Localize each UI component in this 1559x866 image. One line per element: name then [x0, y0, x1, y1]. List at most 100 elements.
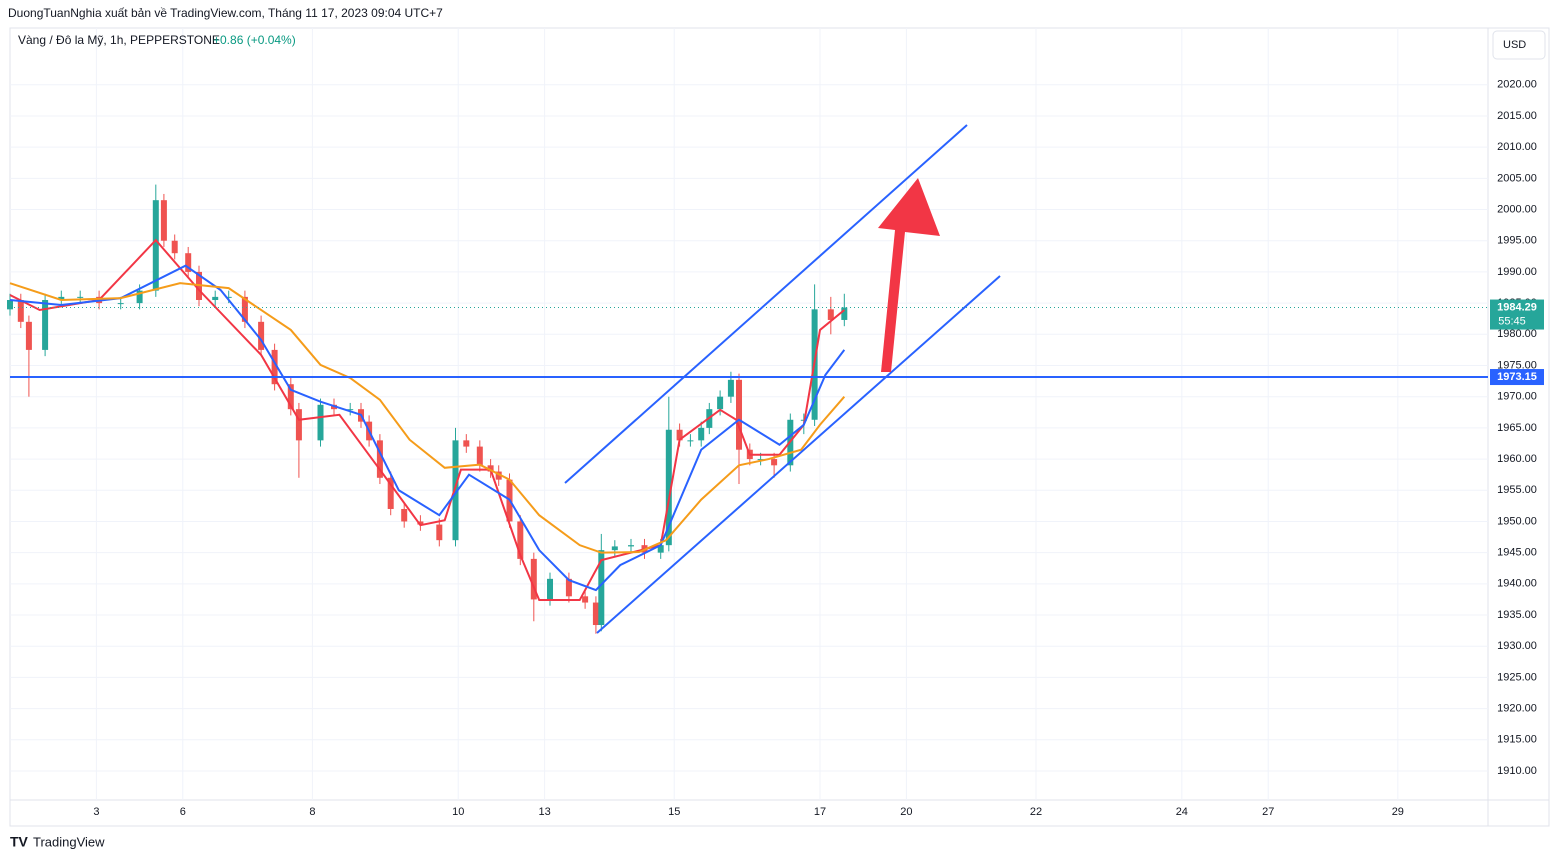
candle-body [517, 521, 524, 559]
candle-body [77, 296, 84, 298]
trend-line [596, 275, 1001, 634]
candle-body [736, 379, 743, 450]
candle-body [530, 558, 537, 600]
y-tick-label: 1935.00 [1497, 609, 1537, 621]
candle-body [698, 427, 705, 441]
candle-body [376, 440, 383, 478]
x-tick-label: 3 [93, 806, 99, 818]
candle-body [185, 253, 192, 272]
candle-body [401, 508, 408, 522]
y-tick-label: 1965.00 [1497, 422, 1537, 434]
y-tick-label: 2015.00 [1497, 110, 1537, 122]
y-tick-label: 2010.00 [1497, 141, 1537, 153]
candle-body [582, 596, 589, 603]
last-price-label: 1984.29 [1497, 301, 1537, 313]
y-tick-label: 1955.00 [1497, 484, 1537, 496]
y-tick-label: 1960.00 [1497, 453, 1537, 465]
candle-body [58, 296, 65, 300]
moving-average [9, 282, 846, 554]
candle-body [628, 545, 635, 547]
candle-body [452, 440, 459, 541]
x-tick-label: 27 [1262, 806, 1274, 818]
y-tick-label: 1975.00 [1497, 359, 1537, 371]
candle-body [7, 299, 13, 310]
y-tick-label: 1925.00 [1497, 671, 1537, 683]
brand: TradingView [33, 834, 105, 849]
candle-body [258, 321, 265, 350]
level-label: 1973.15 [1497, 371, 1537, 383]
x-tick-label: 24 [1176, 806, 1188, 818]
candle-body [25, 321, 32, 350]
candle-body [611, 546, 618, 551]
candle-body [657, 545, 664, 553]
candle-body [17, 299, 24, 322]
candle-body [727, 379, 734, 397]
candle-body [565, 578, 572, 597]
x-tick-label: 20 [900, 806, 912, 818]
moving-average [9, 238, 845, 602]
candle-body [592, 602, 599, 626]
plot [7, 184, 1488, 634]
candle-body [271, 349, 278, 385]
candle-body [117, 303, 124, 305]
x-tick-label: 15 [668, 806, 680, 818]
candle-body [827, 309, 834, 320]
publisher: DuongTuanNghia xuất bản về TradingView.c… [8, 6, 443, 20]
currency-button[interactable] [1492, 30, 1546, 60]
y-tick-label: 2020.00 [1497, 79, 1537, 91]
candle-body [687, 440, 694, 442]
candle-body [136, 290, 143, 304]
x-tick-label: 13 [538, 806, 550, 818]
candle-body [387, 477, 394, 509]
currency: USD [1503, 39, 1526, 51]
candle-body [347, 409, 354, 411]
drawings [564, 124, 1001, 634]
candle-body [241, 296, 248, 322]
candle-body [717, 396, 724, 410]
y-tick-label: 1995.00 [1497, 235, 1537, 247]
candle-body [160, 200, 167, 241]
candle-body [225, 296, 232, 298]
x-tick-label: 10 [452, 806, 464, 818]
x-tick-label: 17 [814, 806, 826, 818]
candle-body [841, 307, 848, 320]
candle-body [417, 521, 424, 525]
candle-body [436, 524, 443, 541]
candle-body [487, 465, 494, 472]
candle-body [547, 578, 554, 600]
candle-body [495, 471, 502, 480]
level-label-box [1490, 369, 1544, 386]
change: +0.86 (+0.04%) [213, 33, 296, 47]
candle-body [295, 409, 302, 441]
labels: 1910.00 1915.00 1920.00 1925.00 1930.00 1935.… [93, 79, 1544, 818]
y-tick-label: 2000.00 [1497, 203, 1537, 215]
candle-body [42, 299, 49, 350]
y-tick-label: 1940.00 [1497, 578, 1537, 590]
y-tick-label: 1930.00 [1497, 640, 1537, 652]
y-tick-label: 2005.00 [1497, 172, 1537, 184]
candle-body [676, 429, 683, 441]
candle-body [463, 440, 470, 447]
candle-body [171, 240, 178, 254]
candle-body [287, 384, 294, 410]
candle-body [212, 296, 219, 300]
y-tick-label: 1910.00 [1497, 765, 1537, 777]
x-tick-label: 8 [309, 806, 315, 818]
countdown: 55:45 [1498, 315, 1526, 327]
logo: TV [10, 834, 29, 850]
y-tick-label: 1915.00 [1497, 734, 1537, 746]
arrow [878, 178, 940, 372]
frame [9, 27, 1550, 827]
y-tick-label: 1945.00 [1497, 547, 1537, 559]
y-tick-label: 1920.00 [1497, 703, 1537, 715]
candle-body [476, 446, 483, 466]
x-tick-label: 29 [1392, 806, 1404, 818]
y-tick-label: 1990.00 [1497, 266, 1537, 278]
candle-body [771, 459, 778, 466]
last-price-box [1490, 299, 1544, 330]
y-tick-label: 1980.00 [1497, 328, 1537, 340]
candle-body [152, 200, 159, 291]
candle-body [665, 429, 672, 546]
